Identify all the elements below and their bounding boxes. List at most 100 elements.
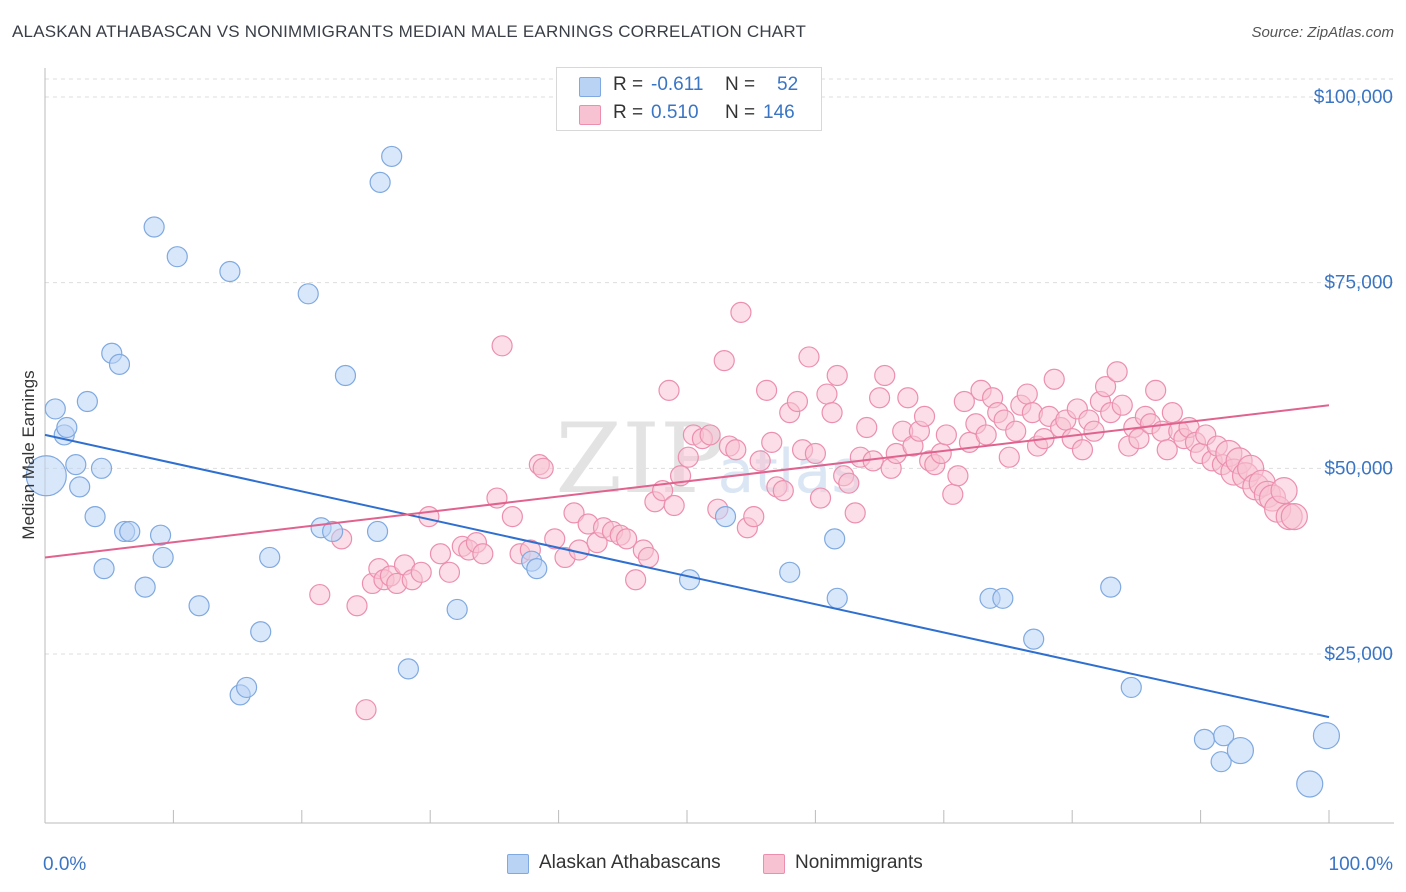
watermark-zip: ZIP [555, 403, 724, 515]
legend-n-value: 52 [777, 74, 799, 95]
nonimmigrants-point [418, 506, 440, 528]
trend-lines [44, 404, 1330, 719]
athabascan-point [219, 260, 241, 283]
legend-swatch-blue [579, 77, 601, 97]
athabascan-point [25, 455, 67, 497]
athabascan-point [297, 283, 319, 305]
athabascan-point [1100, 576, 1122, 598]
nonimmigrants-point [625, 569, 647, 591]
nonimmigrants-point [658, 379, 680, 401]
legend-swatch-pink [579, 105, 601, 125]
y-axis-label: Median Male Earnings [19, 370, 38, 539]
nonimmigrants-point [730, 301, 752, 323]
athabascan-point [381, 145, 403, 168]
nonimmigrants-point [1016, 383, 1038, 405]
nonimmigrants-point [826, 364, 848, 387]
athabascan-point [826, 587, 848, 609]
nonimmigrants-point [743, 506, 765, 528]
nonimmigrants-point [438, 561, 461, 583]
nonimmigrants-point [472, 543, 494, 565]
athabascan-point [678, 569, 701, 591]
nonimmigrants-point [798, 346, 820, 368]
legend-label-athabascans: Alaskan Athabascans [539, 852, 721, 873]
nonimmigrants-point [868, 387, 891, 409]
athabascan-point [1023, 628, 1045, 650]
nonimmigrants-point [491, 335, 513, 357]
nonimmigrants-point [786, 390, 809, 413]
athabascan-point [69, 476, 91, 498]
legend-r-label: R = [613, 74, 644, 95]
athabascan-point [65, 454, 87, 476]
nonimmigrants-point [756, 379, 778, 401]
athabascan-point [235, 676, 258, 699]
athabascan-point [369, 171, 391, 194]
x-tick-label-max: 100.0% [1329, 854, 1394, 875]
nonimmigrants-point [1083, 420, 1105, 442]
source-label: Source: ZipAtlas.com [1251, 24, 1394, 41]
nonimmigrants-point [998, 446, 1020, 468]
legend-n-value: 146 [763, 102, 795, 123]
nonimmigrants-point [874, 364, 896, 387]
nonimmigrants-point [1161, 402, 1183, 424]
athabascan-point [366, 520, 389, 543]
nonimmigrants-point [930, 442, 952, 465]
athabascan-point [84, 506, 106, 528]
nonimmigrants-point [804, 442, 827, 465]
nonimmigrants-point [725, 439, 747, 461]
nonimmigrants-point [1156, 439, 1178, 461]
legend-r-value: -0.611 [651, 74, 704, 95]
nonimmigrants-point [838, 472, 860, 494]
chart-title: ALASKAN ATHABASCAN VS NONIMMIGRANTS MEDI… [12, 22, 807, 41]
athabascan-point [152, 546, 174, 569]
athabascan-point [56, 416, 78, 439]
athabascan-trend-line [44, 433, 1330, 719]
nonimmigrants-point [1005, 420, 1027, 442]
nonimmigrants-point [1094, 376, 1117, 398]
athabascan-point [1213, 725, 1235, 747]
athabascan-point [1312, 722, 1341, 750]
athabascan-point [76, 390, 98, 413]
athabascan-point [119, 520, 141, 543]
nonimmigrants-point [677, 446, 699, 468]
athabascan-point [1210, 751, 1232, 773]
athabascan-point [446, 598, 468, 621]
nonimmigrants-point [844, 502, 866, 524]
legend-n-label: N = [725, 102, 756, 123]
nonimmigrants-point [563, 502, 585, 524]
athabascan-point [188, 595, 210, 617]
athabascan-points [25, 145, 1341, 798]
y-tick-label: $50,000 [1324, 458, 1393, 479]
nonimmigrants-point [897, 387, 919, 409]
nonimmigrants-point [1111, 394, 1133, 416]
nonimmigrants-point [913, 405, 936, 427]
athabascan-point [714, 506, 737, 528]
x-tick-label-min: 0.0% [43, 854, 86, 875]
axes [44, 68, 1394, 824]
nonimmigrants-point [975, 424, 997, 446]
nonimmigrants-point [942, 483, 964, 505]
athabascan-point [322, 520, 344, 543]
athabascan-point [134, 576, 156, 598]
athabascan-point [992, 587, 1014, 609]
nonimmigrants-point [429, 543, 452, 565]
nonimmigrants-point [1280, 503, 1308, 531]
nonimmigrants-point [410, 561, 432, 583]
nonimmigrants-point [953, 390, 975, 413]
nonimmigrants-point [309, 583, 331, 606]
nonimmigrants-point [749, 450, 771, 472]
athabascan-point [250, 621, 272, 643]
nonimmigrants-point [532, 457, 554, 479]
nonimmigrants-point [947, 465, 969, 487]
nonimmigrants-point [1106, 361, 1128, 383]
nonimmigrants-point [663, 494, 685, 517]
y-tick-label: $100,000 [1314, 87, 1393, 108]
athabascan-point [1120, 676, 1142, 699]
athabascan-point [259, 546, 281, 569]
y-tick-label: $25,000 [1324, 644, 1393, 665]
nonimmigrants-point [713, 350, 735, 372]
athabascan-point [334, 364, 357, 387]
nonimmigrants-point [856, 416, 878, 439]
legend-r-value: 0.510 [651, 102, 699, 123]
athabascan-point [397, 658, 419, 680]
